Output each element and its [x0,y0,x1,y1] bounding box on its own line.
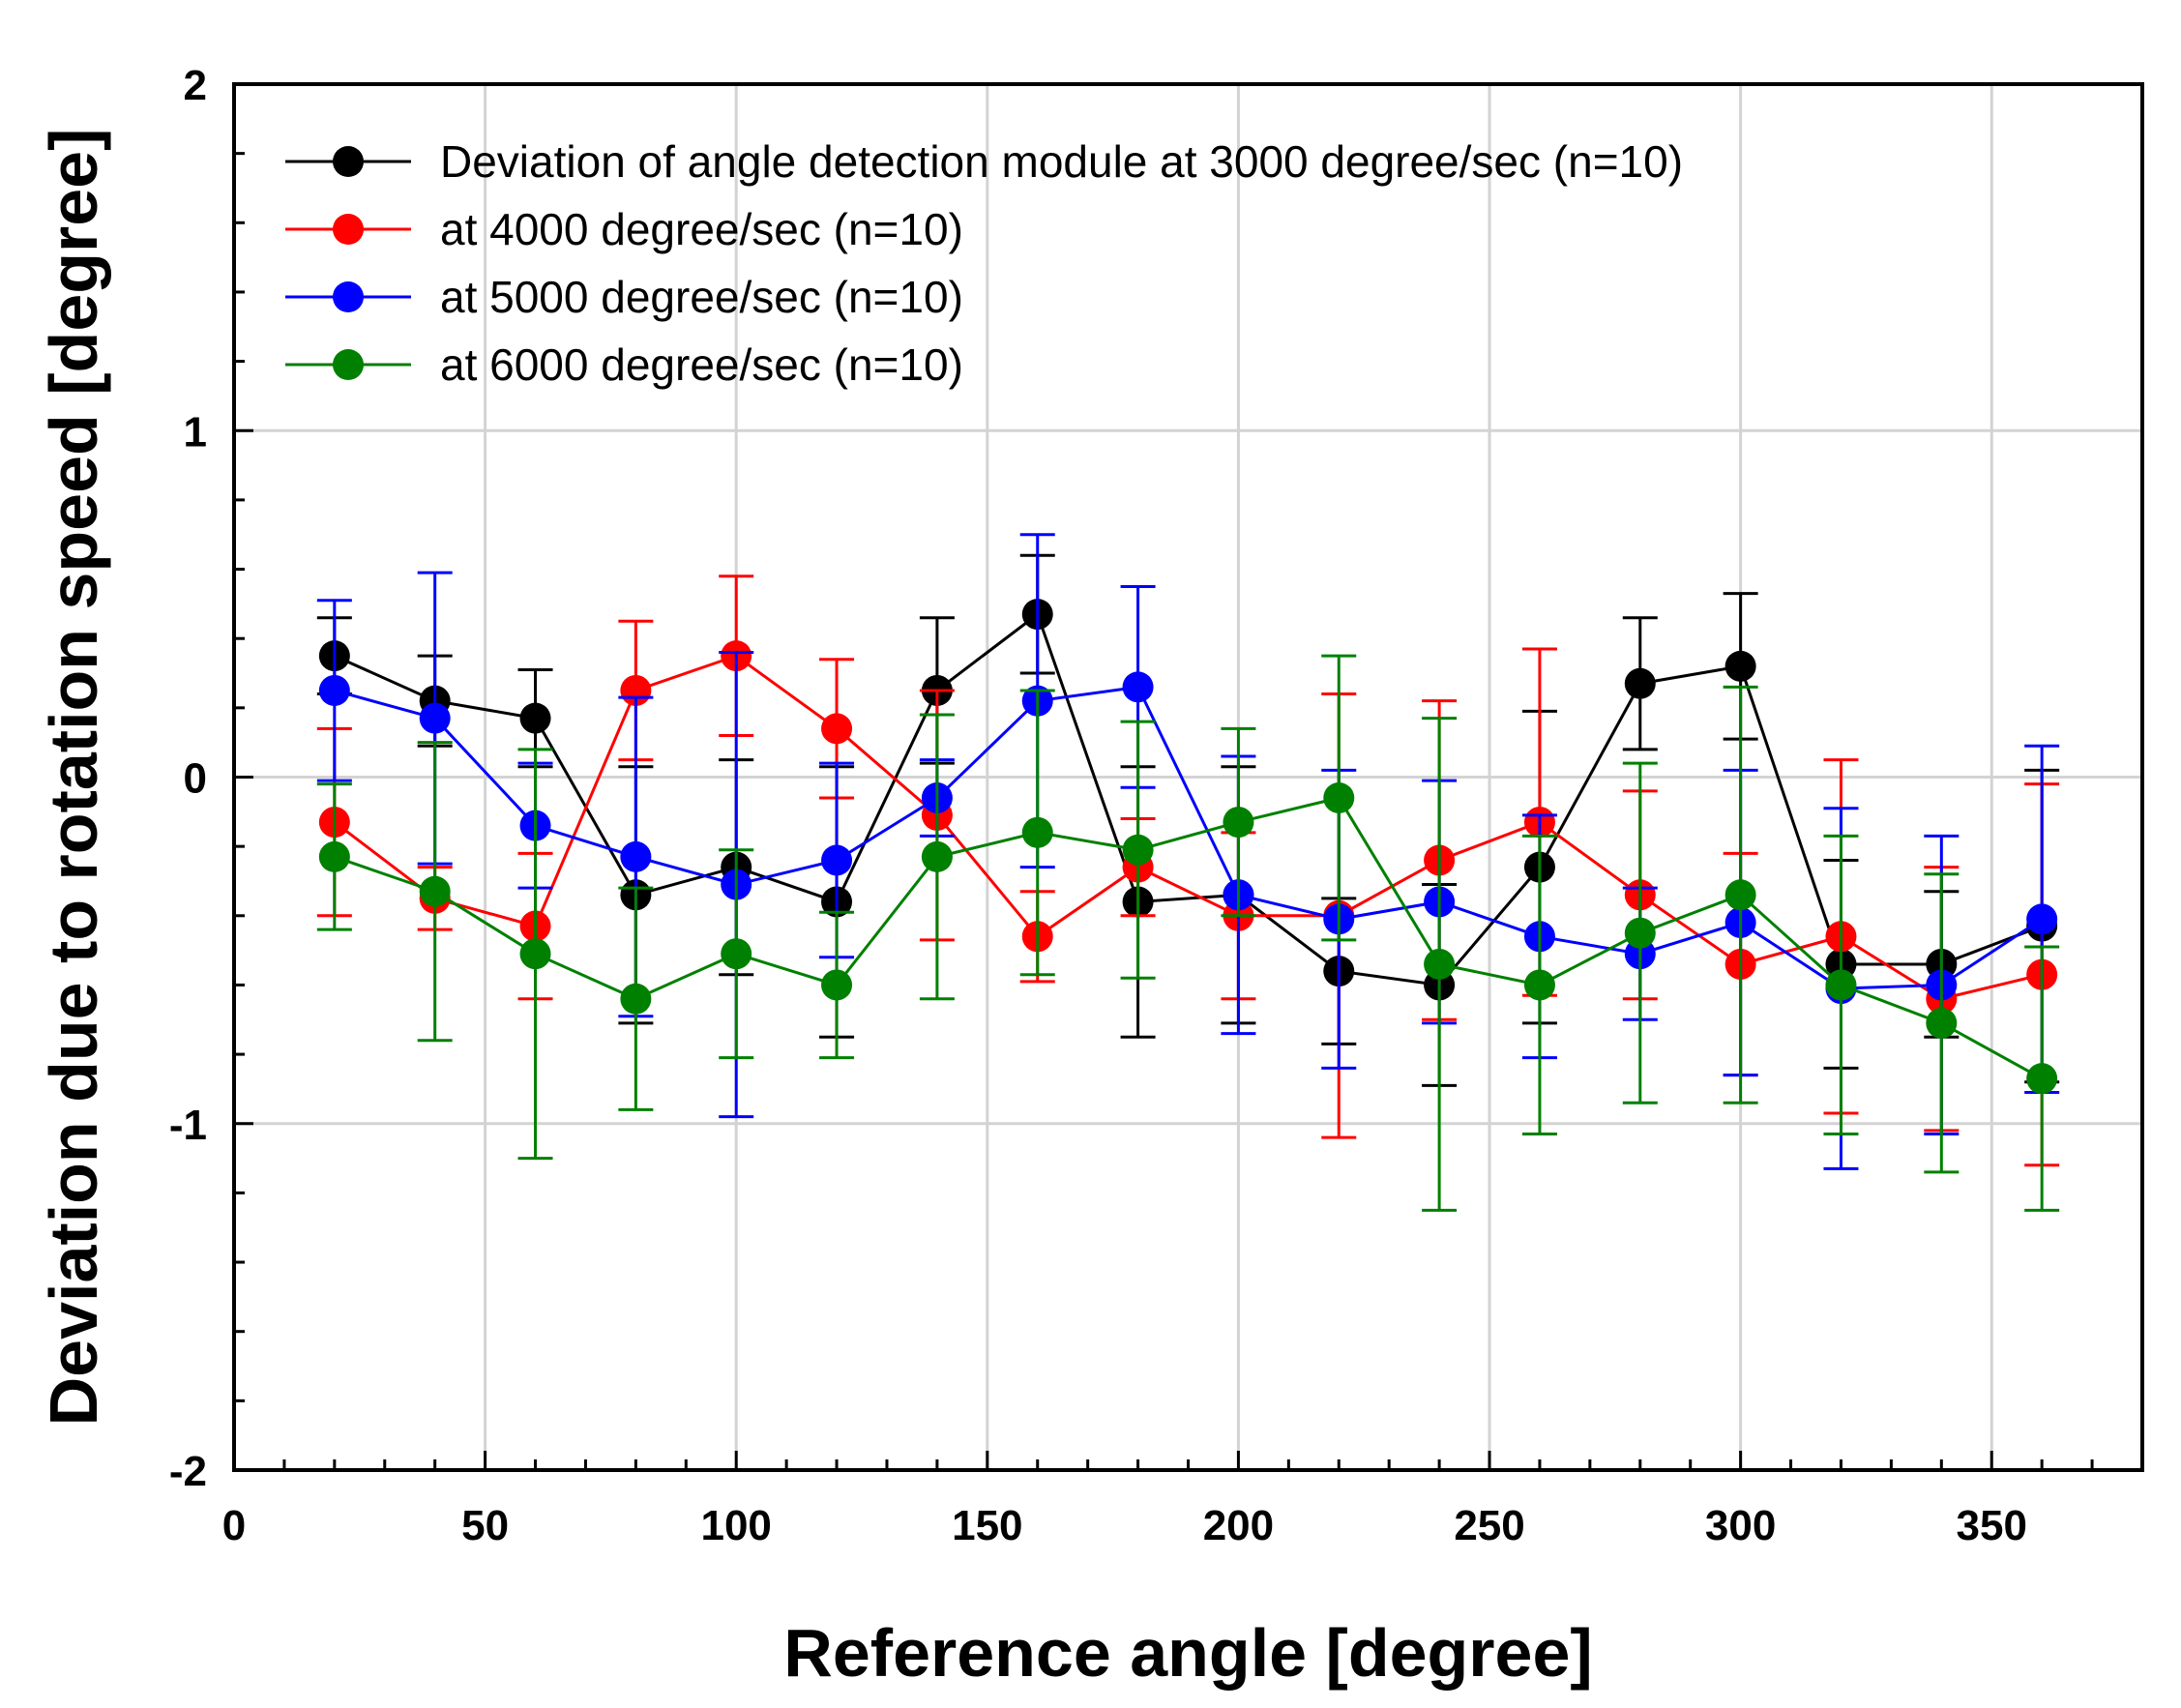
legend-marker [333,281,364,312]
data-point [519,702,551,734]
data-point [2026,1063,2058,1095]
data-point [419,875,451,907]
data-point [1122,834,1154,866]
data-point [1724,650,1756,682]
legend-item: at 6000 degree/sec (n=10) [285,339,963,390]
data-point [721,938,752,970]
y-axis-title: Deviation due to rotation speed [degree] [36,129,111,1427]
y-tick-label: 1 [184,408,207,456]
x-tick-labels: 0 50 100 150 200 250 300 350 [222,1502,2027,1549]
legend-item: at 5000 degree/sec (n=10) [285,272,963,322]
data-point [620,983,652,1015]
x-tick-label: 100 [700,1502,771,1549]
x-tick-label: 200 [1203,1502,1274,1549]
data-point [1624,667,1656,699]
data-point [1122,671,1154,703]
x-tick-label: 300 [1705,1502,1776,1549]
legend-item: at 4000 degree/sec (n=10) [285,204,963,254]
data-point [1323,781,1355,813]
legend-label: at 6000 degree/sec (n=10) [440,339,963,390]
y-tick-labels: -2 -1 0 1 2 [169,62,207,1495]
data-point [1724,879,1756,911]
data-point [620,840,652,872]
data-point [921,840,953,872]
series-line [334,685,2043,990]
data-point [1926,1007,1958,1039]
x-tick-label: 150 [952,1502,1022,1549]
y-tick-label: 0 [184,755,207,803]
y-tick-label: 2 [184,62,207,109]
data-point [821,713,853,745]
series-line [334,796,2043,1080]
data-point [1523,969,1555,1001]
legend-marker [333,214,364,245]
x-axis-title: Reference angle [degree] [783,1615,1592,1691]
y-tick-label: -1 [169,1102,207,1149]
series-line [333,654,2043,1001]
legend-label: at 5000 degree/sec (n=10) [440,272,963,322]
series-4 [316,654,2060,1212]
data-point [1223,807,1254,839]
y-tick-label: -2 [169,1448,207,1495]
legend: Deviation of angle detection module at 3… [285,136,1683,390]
legend-marker [333,146,364,177]
data-point [318,840,350,872]
data-point [1021,816,1053,848]
data-point [519,938,551,970]
data-point [2026,903,2058,935]
legend-item: Deviation of angle detection module at 3… [285,136,1683,187]
x-tick-label: 250 [1454,1502,1524,1549]
legend-marker [333,349,364,380]
x-tick-label: 0 [222,1502,246,1549]
data-point [1825,969,1857,1001]
data-point [1424,948,1456,980]
data-point [821,969,853,1001]
x-tick-label: 50 [461,1502,509,1549]
data-point [318,674,350,706]
data-point [419,702,451,734]
data-point [821,844,853,876]
data-point [1624,917,1656,949]
legend-label: at 4000 degree/sec (n=10) [440,204,963,254]
x-tick-label: 350 [1957,1502,2027,1549]
legend-label: Deviation of angle detection module at 3… [440,136,1683,187]
data-series [316,533,2060,1212]
plot-frame [232,82,2144,1472]
series-line [334,611,2043,987]
